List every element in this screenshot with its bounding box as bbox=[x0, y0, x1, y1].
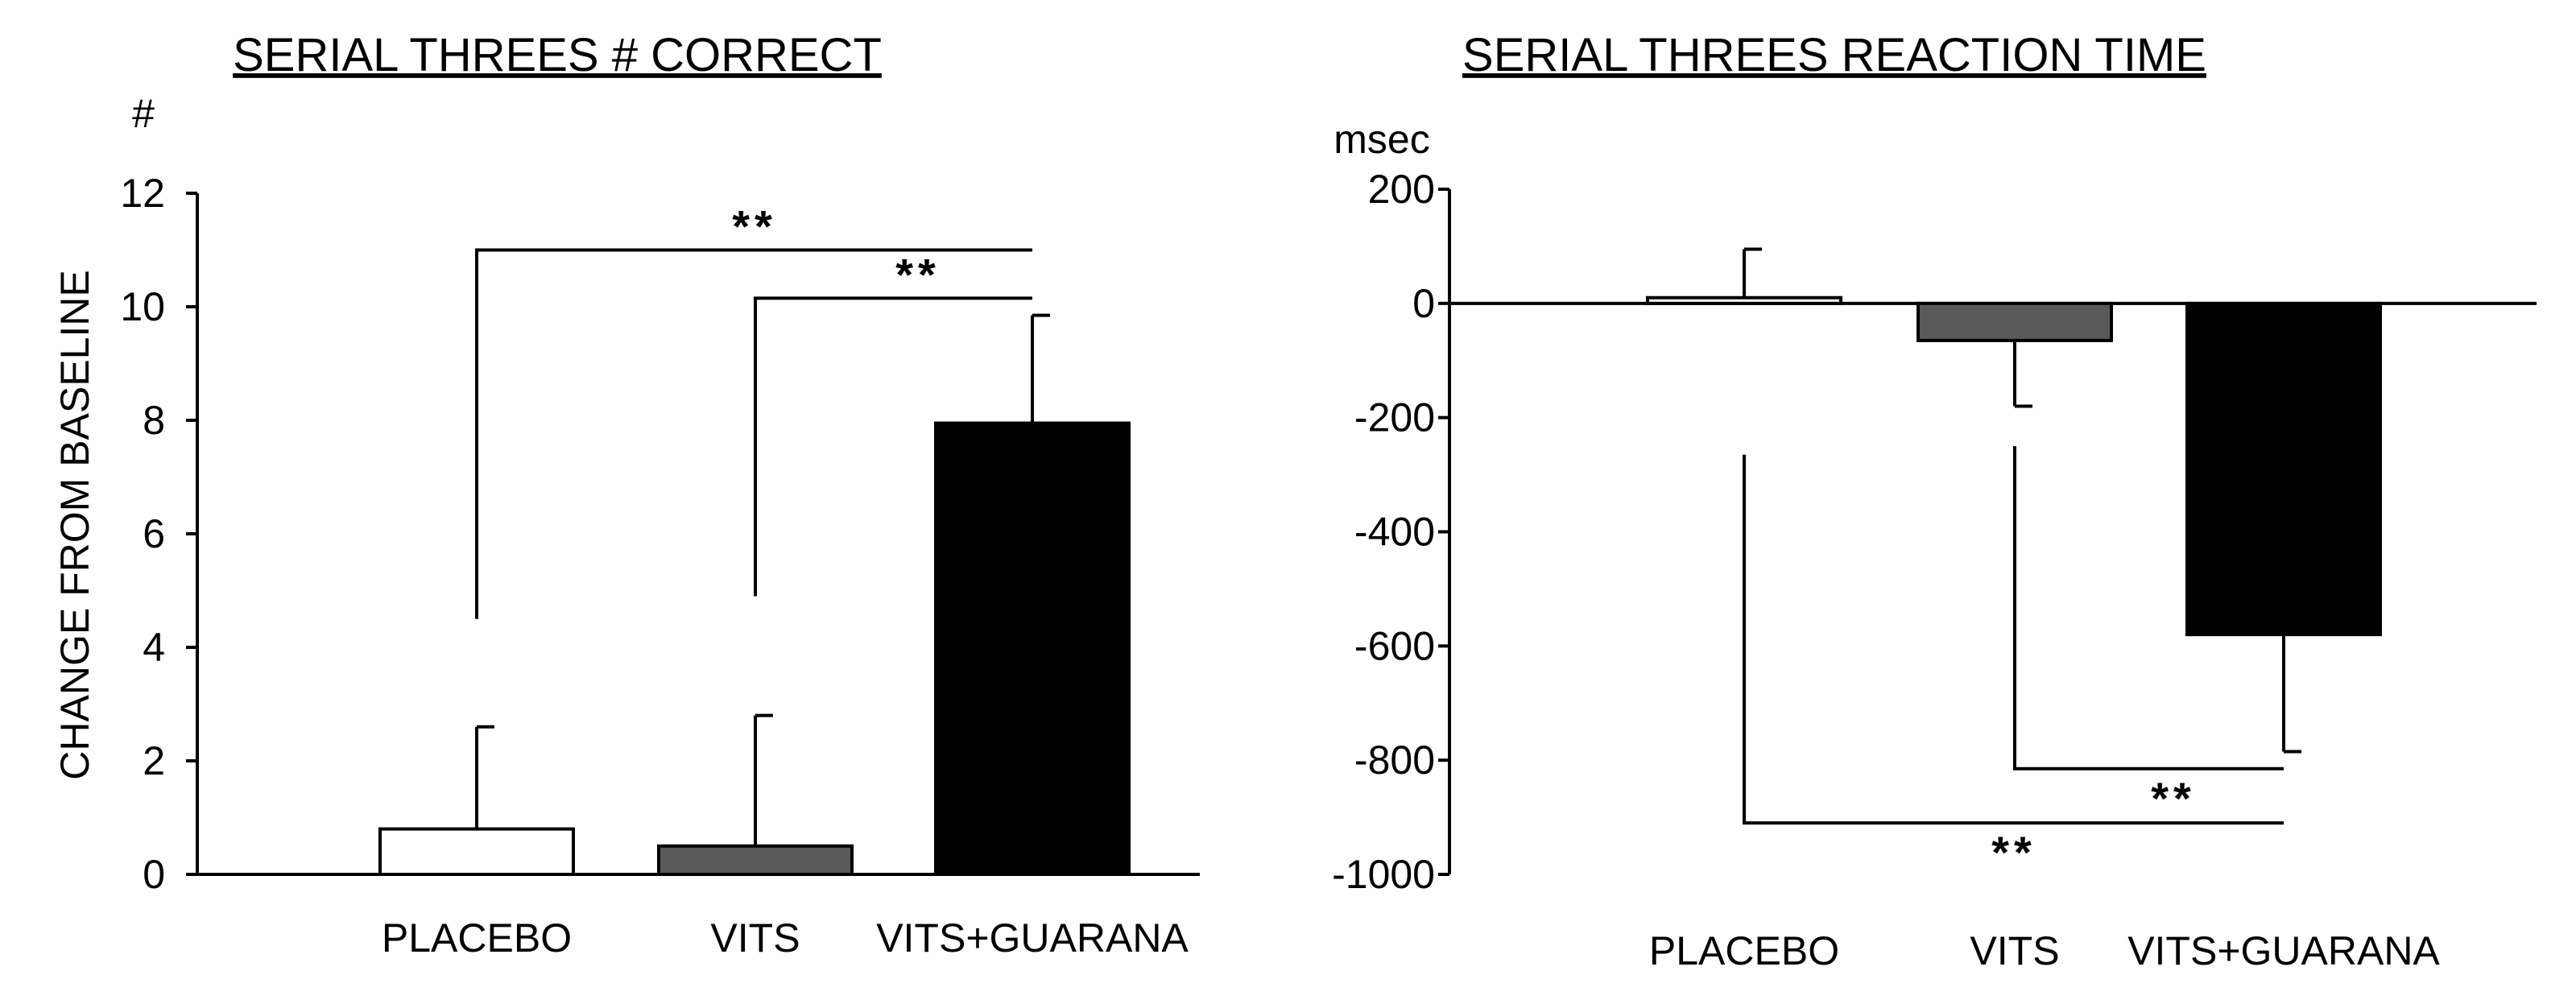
y-tick-label: -800 bbox=[1354, 738, 1435, 783]
y-tick-label: 8 bbox=[143, 398, 165, 443]
y-tick-label: 10 bbox=[120, 284, 165, 329]
y-tick-label: 0 bbox=[143, 852, 165, 897]
bracket-line bbox=[1743, 454, 2284, 825]
x-category-label: VITS+GUARANA bbox=[876, 915, 1189, 961]
y-unit-label: msec bbox=[1333, 117, 1429, 162]
y-tick-label: 12 bbox=[120, 171, 165, 216]
bar-vits-guarana bbox=[934, 421, 1131, 876]
y-tick-label: 2 bbox=[143, 738, 165, 783]
bracket-line bbox=[475, 248, 1032, 619]
significance-label: ** bbox=[1991, 827, 2036, 878]
chart-title: SERIAL THREES REACTION TIME bbox=[1462, 29, 2206, 81]
x-category-label: VITS+GUARANA bbox=[2127, 928, 2440, 973]
y-unit-label: # bbox=[132, 91, 155, 136]
x-category-label: VITS bbox=[1970, 928, 2059, 973]
y-tick-label: 200 bbox=[1368, 167, 1435, 212]
significance-bracket: ** bbox=[1743, 454, 2284, 878]
x-category-label: PLACEBO bbox=[1649, 928, 1839, 973]
significance-label: ** bbox=[2151, 773, 2196, 824]
y-tick-label: -600 bbox=[1354, 623, 1435, 668]
y-tick-label: -200 bbox=[1354, 395, 1435, 440]
chart-title: SERIAL THREES # CORRECT bbox=[233, 29, 882, 81]
significance-bracket: ** bbox=[754, 249, 1032, 597]
chart-panel-reaction-time: SERIAL THREES REACTION TIME msec 200 0 -20… bbox=[1332, 29, 2537, 973]
y-tick-label: -400 bbox=[1354, 510, 1435, 555]
significance-bracket: ** bbox=[2013, 446, 2284, 824]
bar-placebo bbox=[378, 827, 575, 876]
x-category-label: VITS bbox=[710, 915, 800, 961]
bracket-line bbox=[2013, 446, 2284, 771]
significance-bracket: ** bbox=[475, 201, 1032, 619]
x-category-label: PLACEBO bbox=[382, 915, 572, 961]
chart-panel-correct: SERIAL THREES # CORRECT # CHANGE FROM BA… bbox=[52, 29, 1200, 961]
bar-placebo bbox=[1646, 295, 1842, 305]
bar-vits-guarana bbox=[2185, 301, 2382, 637]
y-tick-label: 0 bbox=[1412, 281, 1435, 326]
bracket-line bbox=[754, 296, 1032, 597]
y-tick-label: 6 bbox=[143, 511, 165, 556]
bar-vits bbox=[1916, 301, 2113, 342]
significance-label: ** bbox=[895, 249, 941, 300]
significance-label: ** bbox=[732, 201, 777, 252]
y-tick-label: -1000 bbox=[1332, 852, 1435, 897]
y-tick-label: 4 bbox=[143, 625, 165, 670]
y-axis-label: CHANGE FROM BASELINE bbox=[52, 270, 97, 779]
bar-vits bbox=[657, 844, 854, 876]
